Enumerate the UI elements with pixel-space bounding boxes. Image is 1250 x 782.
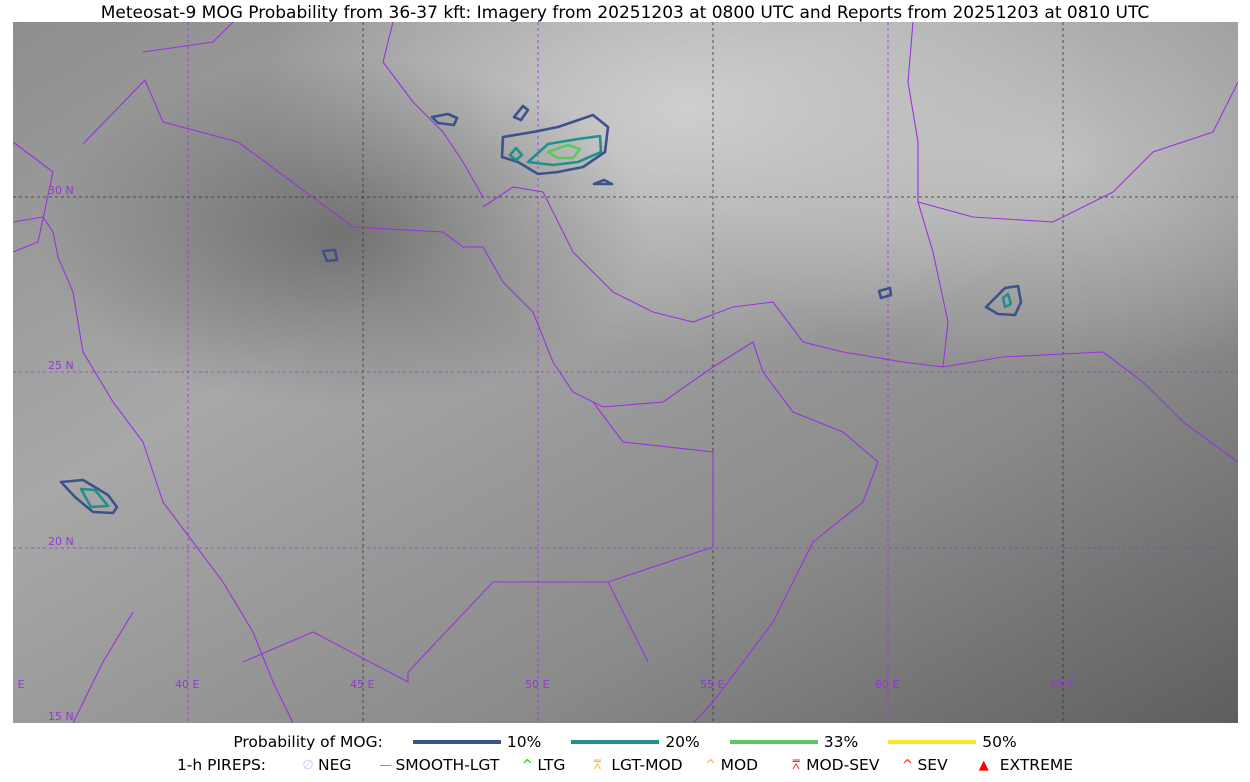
legend-item-50: 50%	[888, 733, 1017, 751]
legend-item-10: 10%	[412, 733, 542, 751]
lon-labels: 35 E 40 E 45 E 50 E 55 E 60 E 65 E	[13, 678, 1074, 691]
legend-label: MOD	[720, 756, 759, 774]
pireps-legend-label: 1-h PIREPS:	[176, 756, 267, 774]
line-swatch-icon	[888, 740, 977, 744]
line-swatch-icon	[412, 740, 501, 744]
lat-label: 20 N	[48, 535, 74, 548]
map-title: Meteosat-9 MOG Probability from 36-37 kf…	[100, 3, 1150, 23]
legend-label: NEG	[318, 756, 352, 774]
coastlines-borders	[13, 22, 1238, 723]
probability-legend-label: Probability of MOG:	[233, 733, 383, 751]
graticule	[13, 22, 1238, 723]
legend-item-33: 33%	[729, 733, 859, 751]
lat-label: 15 N	[48, 710, 74, 723]
legend-label: LGT-MOD	[611, 756, 683, 774]
legend-label: EXTREME	[999, 756, 1074, 774]
lat-labels: 30 N 25 N 20 N 15 N	[48, 184, 74, 723]
contour-10pct	[500, 113, 610, 176]
lon-label: 35 E	[13, 678, 24, 691]
double-caret-icon: ^	[902, 757, 913, 773]
caret-icon: ^	[521, 757, 533, 773]
legend-label: SMOOTH-LGT	[395, 756, 500, 774]
legend-item-20: 20%	[571, 733, 700, 751]
double-caret-bar-icon: ⩞	[792, 757, 801, 773]
mog-contours	[59, 104, 1023, 515]
legend-label: LTG	[537, 756, 566, 774]
legend-label: 33%	[823, 733, 859, 751]
lon-label: 60 E	[875, 678, 899, 691]
pirep-extreme: ▲ EXTREME	[974, 756, 1073, 774]
lon-label: 65 E	[1050, 678, 1074, 691]
satellite-map: 35 E 40 E 45 E 50 E 55 E 60 E 65 E 30 N …	[13, 22, 1238, 723]
pirep-mod: ^ MOD	[701, 756, 759, 774]
legend-label: 50%	[982, 733, 1017, 751]
pirep-smooth-lgt: — SMOOTH-LGT	[375, 756, 499, 774]
contour-33pct	[546, 143, 582, 160]
pireps-legend: 1-h PIREPS: ∅ NEG — SMOOTH-LGT ^ LTG ⩞ LGT-M…	[0, 756, 1250, 774]
lon-label: 40 E	[175, 678, 199, 691]
lat-label: 30 N	[48, 184, 74, 197]
legend-label: MOD-SEV	[806, 756, 880, 774]
line-icon: —	[378, 757, 392, 773]
pirep-ltg: ^ LTG	[517, 756, 565, 774]
probability-legend: Probability of MOG: 10% 20% 33% 50%	[0, 733, 1250, 751]
caret-bar-icon: ⩞	[593, 757, 602, 773]
lon-label: 45 E	[350, 678, 374, 691]
filled-triangle-icon: ▲	[978, 757, 989, 773]
pirep-mod-sev: ⩞ MOD-SEV	[786, 756, 879, 774]
pirep-sev: ^ SEV	[897, 756, 948, 774]
neg-circle-icon: ∅	[302, 757, 314, 773]
legend-label: SEV	[917, 756, 948, 774]
line-swatch-icon	[729, 740, 818, 744]
lat-label: 25 N	[48, 359, 74, 372]
legend-label: 20%	[665, 733, 700, 751]
pirep-neg: ∅ NEG	[298, 756, 351, 774]
pirep-lgt-mod: ⩞ LGT-MOD	[587, 756, 682, 774]
lon-label: 50 E	[525, 678, 549, 691]
line-swatch-icon	[571, 740, 660, 744]
legend-label: 10%	[506, 733, 542, 751]
contour-20pct	[526, 134, 603, 167]
lon-label: 55 E	[700, 678, 724, 691]
caret-icon: ^	[705, 757, 717, 773]
